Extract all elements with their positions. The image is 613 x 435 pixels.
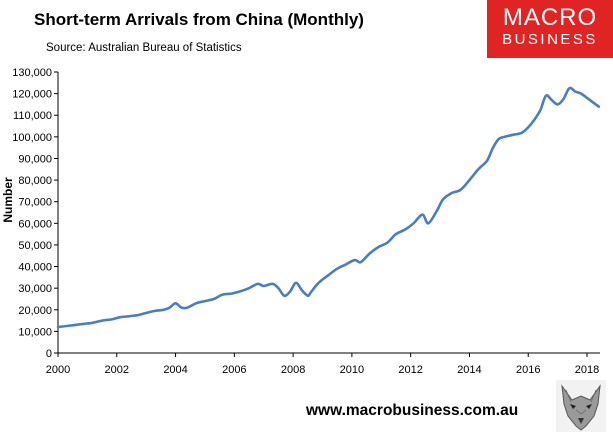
- x-tick-label: 2018: [575, 364, 599, 376]
- y-tick-label: 30,000: [18, 283, 52, 295]
- chart-axes: [57, 72, 600, 354]
- x-tick-label: 2004: [163, 364, 187, 376]
- y-tick-label: 40,000: [18, 262, 52, 274]
- y-tick-label: 130,000: [12, 67, 52, 79]
- y-axis-label: Number: [1, 177, 15, 223]
- y-tick-label: 10,000: [18, 326, 52, 338]
- y-tick-label: 90,000: [18, 153, 52, 165]
- website-url: www.macrobusiness.com.au: [306, 402, 519, 419]
- y-tick-label: 0: [46, 348, 52, 360]
- y-tick-label: 120,000: [12, 89, 52, 101]
- logo-line-2: BUSINESS: [502, 31, 598, 48]
- x-tick-label: 2016: [516, 364, 540, 376]
- y-tick-label: 80,000: [18, 175, 52, 187]
- x-tick-label: 2002: [105, 364, 129, 376]
- y-tick-label: 110,000: [13, 110, 52, 122]
- x-tick-label: 2000: [46, 364, 70, 376]
- x-tick-label: 2006: [222, 364, 246, 376]
- y-tick-label: 70,000: [18, 197, 52, 209]
- y-tick-label: 60,000: [18, 218, 52, 230]
- logo-line-1: MACRO: [502, 4, 598, 31]
- chart-title: Short-term Arrivals from China (Monthly): [34, 10, 364, 29]
- y-tick-label: 100,000: [12, 132, 52, 144]
- wolf-logo-icon: [556, 380, 606, 432]
- y-tick-label: 20,000: [18, 305, 52, 317]
- x-axis-ticks: 2000 2002 2004 2006 2008 2010 2012 2014 2016 2018: [46, 353, 599, 376]
- x-tick-label: 2012: [398, 364, 422, 376]
- x-tick-label: 2008: [281, 364, 305, 376]
- series-line: [56, 86, 601, 329]
- chart-subtitle: Source: Australian Bureau of Statistics: [46, 42, 242, 54]
- macrobusiness-logo: MACRO BUSINESS: [487, 0, 613, 58]
- y-axis-ticks: 0 10,000 20,000 30,000 40,000 50,000 60,000 70,…: [12, 67, 58, 360]
- x-tick-label: 2014: [457, 364, 481, 376]
- x-tick-label: 2010: [340, 364, 364, 376]
- y-tick-label: 50,000: [18, 240, 52, 252]
